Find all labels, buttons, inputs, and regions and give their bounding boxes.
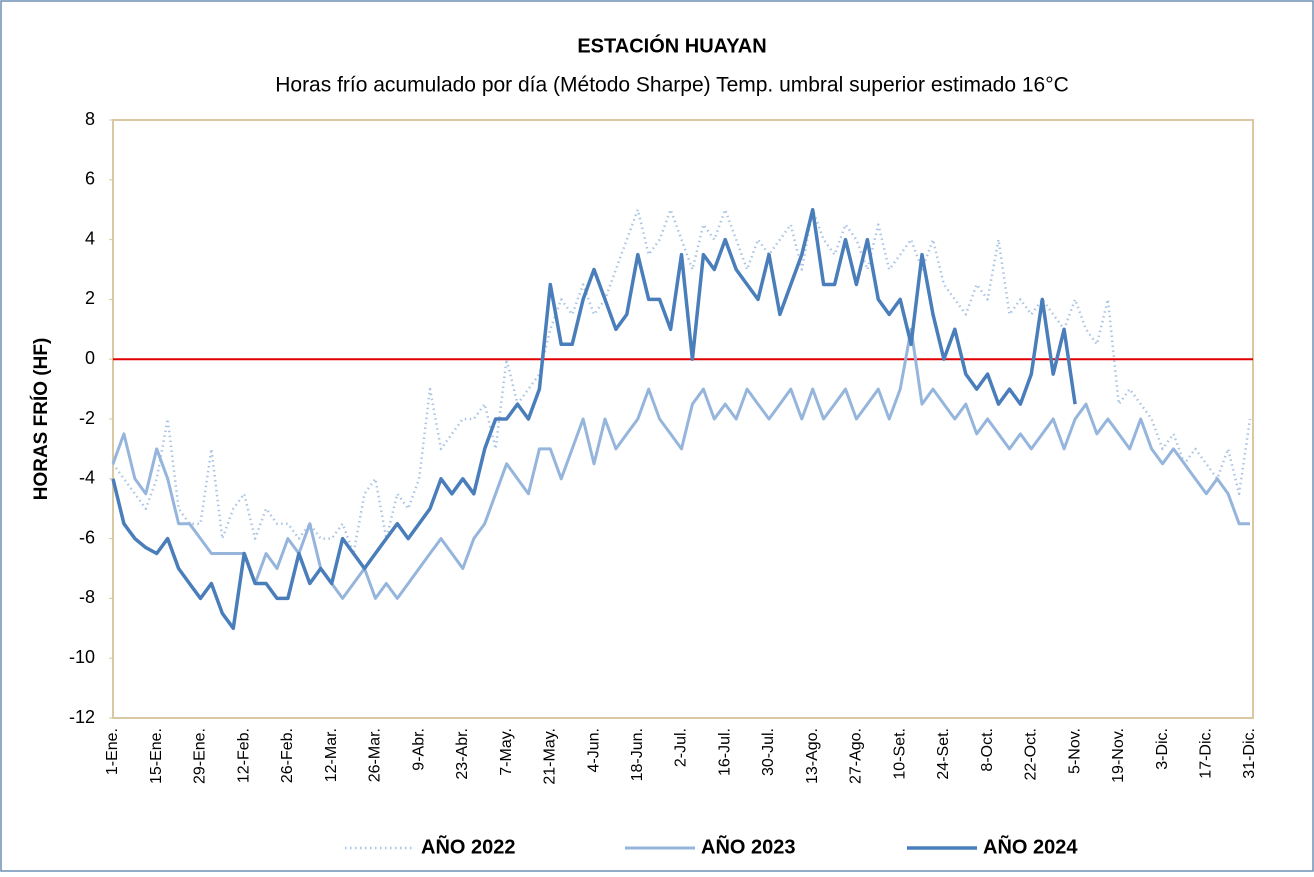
y-tick-label: -10 xyxy=(69,647,95,667)
x-tick-label: 19-Nov. xyxy=(1110,728,1127,783)
y-tick-label: -12 xyxy=(69,707,95,727)
x-tick-label: 12-Feb. xyxy=(235,728,252,783)
legend-label: AÑO 2022 xyxy=(421,835,516,858)
x-tick-label: 12-Mar. xyxy=(323,728,340,782)
x-tick-label: 7-May. xyxy=(498,728,515,776)
legend-label: AÑO 2023 xyxy=(701,835,796,858)
x-tick-label: 15-Ene. xyxy=(148,728,165,784)
chart-subtitle: Horas frío acumulado por día (Método Sha… xyxy=(275,74,1069,97)
y-tick-label: -8 xyxy=(79,587,95,607)
series-line xyxy=(111,327,1250,600)
legend-label: AÑO 2024 xyxy=(983,835,1078,858)
chart-title: ESTACIÓN HUAYAN xyxy=(577,33,766,57)
x-tick-label: 27-Ago. xyxy=(848,728,865,784)
x-tick-label: 24-Set. xyxy=(935,728,952,780)
y-tick-label: 2 xyxy=(85,288,95,308)
y-tick-label: 4 xyxy=(85,228,95,248)
series-line xyxy=(111,207,1077,631)
x-tick-label: 4-Jun. xyxy=(585,728,602,772)
y-tick-label: 8 xyxy=(85,109,95,129)
x-tick-label: 30-Jul. xyxy=(760,728,777,776)
x-tick-label: 9-Abr. xyxy=(410,728,427,771)
x-tick-label: 2-Jul. xyxy=(673,728,690,767)
y-tick-label: -6 xyxy=(79,527,95,547)
y-tick-label: 0 xyxy=(85,348,95,368)
x-tick-label: 8-Oct. xyxy=(979,728,996,772)
y-tick-label: 6 xyxy=(85,169,95,189)
x-tick-label: 10-Set. xyxy=(891,728,908,780)
x-tick-label: 23-Abr. xyxy=(454,728,471,780)
x-tick-label: 26-Mar. xyxy=(367,728,384,782)
x-tick-label: 31-Dic. xyxy=(1241,728,1258,779)
x-tick-label: 17-Dic. xyxy=(1197,728,1214,779)
x-tick-label: 22-Oct. xyxy=(1023,728,1040,780)
y-tick-label: -4 xyxy=(79,468,95,488)
x-tick-label: 16-Jul. xyxy=(716,728,733,776)
y-axis-label: HORAS FRÍO (HF) xyxy=(30,338,52,501)
x-tick-label: 1-Ene. xyxy=(104,728,121,775)
x-tick-label: 21-May. xyxy=(542,728,559,785)
x-tick-label: 3-Dic. xyxy=(1154,728,1171,770)
x-tick-label: 5-Nov. xyxy=(1066,728,1083,774)
series-line xyxy=(111,208,1252,555)
x-tick-label: 13-Ago. xyxy=(804,728,821,784)
x-tick-label: 26-Feb. xyxy=(279,728,296,783)
x-tick-label: 18-Jun. xyxy=(629,728,646,781)
x-tick-label: 29-Ene. xyxy=(192,728,209,784)
y-tick-label: -2 xyxy=(79,408,95,428)
